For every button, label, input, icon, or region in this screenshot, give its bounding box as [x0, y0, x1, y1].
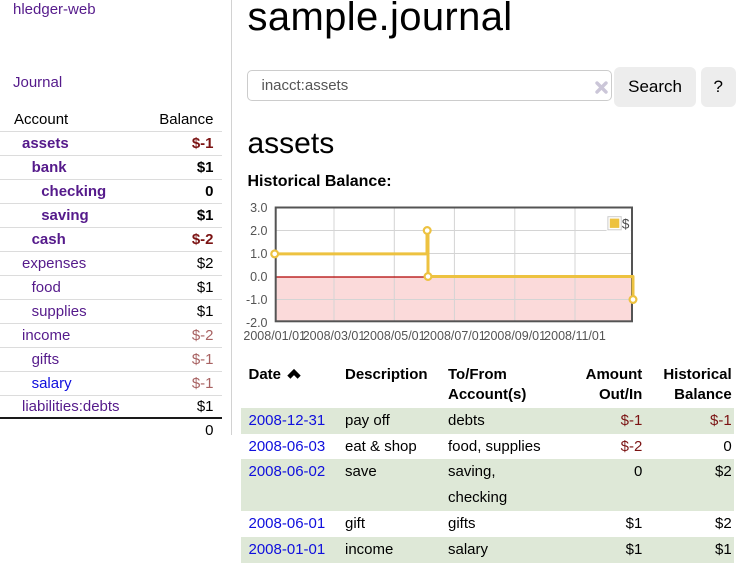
svg-text:$: $ [621, 216, 629, 231]
svg-text:1.0: 1.0 [250, 247, 267, 261]
svg-text:2008/01/01: 2008/01/01 [243, 329, 306, 343]
svg-text:3.0: 3.0 [250, 201, 267, 215]
svg-text:2008/09/01: 2008/09/01 [483, 329, 546, 343]
svg-text:2008/11/01: 2008/11/01 [544, 329, 606, 343]
svg-text:2008/05/01: 2008/05/01 [363, 329, 426, 343]
svg-text:-1.0: -1.0 [245, 293, 267, 307]
svg-text:2008/07/01: 2008/07/01 [423, 329, 486, 343]
svg-text:-2.0: -2.0 [245, 316, 267, 330]
svg-text:0.0: 0.0 [250, 270, 267, 284]
svg-text:2.0: 2.0 [250, 224, 267, 238]
svg-text:2008/03/01: 2008/03/01 [302, 329, 365, 343]
